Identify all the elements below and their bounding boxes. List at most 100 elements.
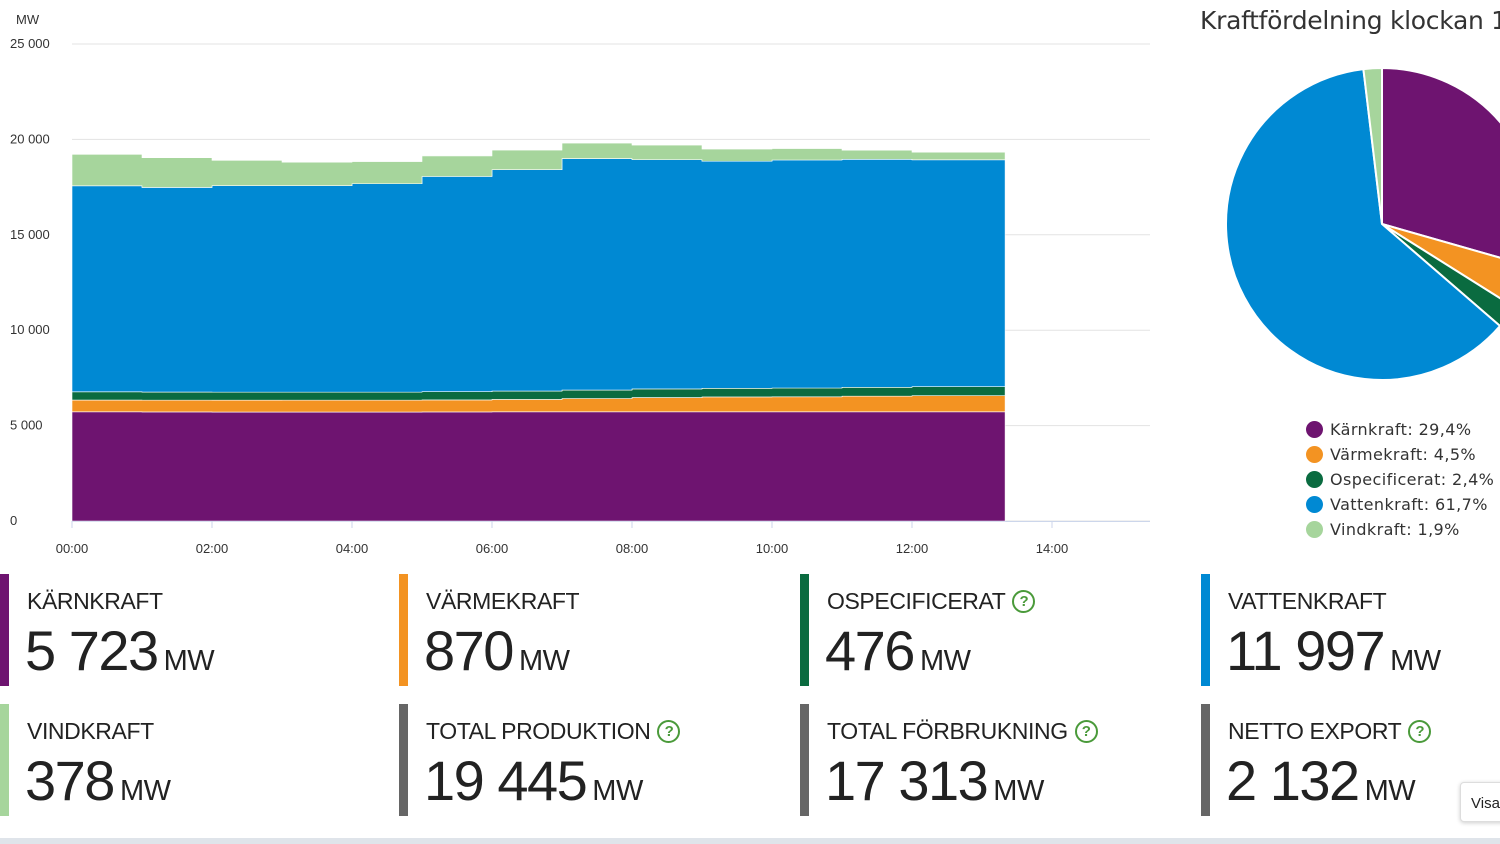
stat-tile-total-förbrukning: TOTAL FÖRBRUKNING? 17 313 MW	[800, 704, 1190, 816]
pie-slice-vattenkraft[interactable]	[1225, 67, 1500, 381]
stat-tile-vindkraft: VINDKRAFT 378 MW	[0, 704, 390, 816]
stat-value: 5 723 MW	[25, 618, 215, 683]
stat-label-text: OSPECIFICERAT	[827, 588, 1006, 614]
area-series-karnkraft[interactable]	[71, 411, 1006, 522]
x-tick-label: 12:00	[896, 541, 929, 556]
stat-label: NETTO EXPORT?	[1228, 718, 1432, 745]
area-series-vattenkraft[interactable]	[71, 157, 1006, 393]
x-tick-label: 06:00	[476, 541, 509, 556]
area-series-vindkraft[interactable]	[71, 142, 1006, 188]
stat-tile-netto-export: NETTO EXPORT? 2 132 MW	[1201, 704, 1500, 816]
stat-label: TOTAL FÖRBRUKNING?	[827, 718, 1098, 745]
legend-item-ospecificerat[interactable]: Ospecificerat: 2,4%	[1306, 467, 1494, 492]
legend-dot-icon	[1306, 471, 1323, 488]
stat-number: 870	[424, 619, 514, 682]
stat-color-bar	[1201, 704, 1210, 816]
legend-item-vattenkraft[interactable]: Vattenkraft: 61,7%	[1306, 492, 1494, 517]
stat-value: 19 445 MW	[424, 748, 643, 813]
help-icon[interactable]: ?	[1074, 720, 1098, 743]
legend-dot-icon	[1306, 521, 1323, 538]
stat-color-bar	[399, 704, 408, 816]
stat-value: 2 132 MW	[1226, 748, 1416, 813]
pie-legend: Kärnkraft: 29,4% Värmekraft: 4,5% Ospecifi…	[1306, 417, 1494, 542]
stat-color-bar	[800, 704, 809, 816]
legend-item-karnkraft[interactable]: Kärnkraft: 29,4%	[1306, 417, 1494, 442]
stat-color-bar	[399, 574, 408, 686]
legend-dot-icon	[1306, 446, 1323, 463]
bottom-divider	[0, 838, 1500, 844]
x-tick-label: 00:00	[56, 541, 89, 556]
y-tick-label: 0	[10, 513, 17, 528]
pie-chart	[1225, 66, 1500, 381]
y-tick-label: 20 000	[10, 131, 50, 146]
legend-label: Värmekraft: 4,5%	[1330, 445, 1477, 464]
y-tick-label: 15 000	[10, 227, 50, 242]
stat-label: TOTAL PRODUKTION?	[426, 718, 681, 745]
stat-unit: MW	[993, 775, 1044, 807]
stat-unit: MW	[592, 775, 643, 807]
stat-value: 17 313 MW	[825, 748, 1044, 813]
help-icon[interactable]: ?	[657, 720, 681, 743]
stacked-area-chart: MW 25 000 20 000 15 000 10 000 5 000 0 00:00 0…	[10, 12, 1150, 556]
stat-color-bar	[1201, 574, 1210, 686]
pie-slice-vindkraft[interactable]	[1362, 66, 1383, 225]
stat-tile-ospecificerat: OSPECIFICERAT? 476 MW	[800, 574, 1190, 686]
pie-chart-title: Kraftfördelning klockan 13	[1200, 6, 1500, 35]
x-tick-label: 04:00	[336, 541, 369, 556]
stat-unit: MW	[1364, 775, 1416, 807]
help-icon[interactable]: ?	[1012, 590, 1036, 613]
legend-dot-icon	[1306, 496, 1323, 513]
stat-unit: MW	[163, 645, 215, 677]
stat-label-text: VINDKRAFT	[27, 718, 154, 744]
legend-label: Vattenkraft: 61,7%	[1330, 495, 1488, 514]
stat-unit: MW	[919, 645, 971, 677]
y-axis-unit-label: MW	[16, 12, 40, 27]
legend-label: Vindkraft: 1,9%	[1330, 520, 1460, 539]
x-tick-label: 14:00	[1036, 541, 1069, 556]
stat-value: 378 MW	[25, 748, 171, 813]
stat-label: VATTENKRAFT	[1228, 588, 1387, 615]
stat-label-text: TOTAL PRODUKTION	[426, 718, 651, 744]
stat-label-text: NETTO EXPORT	[1228, 718, 1402, 744]
stat-label: OSPECIFICERAT?	[827, 588, 1036, 615]
stat-value: 11 997 MW	[1226, 618, 1441, 683]
stat-unit: MW	[119, 775, 171, 807]
help-icon[interactable]: ?	[1408, 720, 1432, 743]
stat-number: 19 445	[424, 749, 588, 812]
legend-item-vindkraft[interactable]: Vindkraft: 1,9%	[1306, 517, 1494, 542]
stat-number: 378	[25, 749, 115, 812]
legend-dot-icon	[1306, 421, 1323, 438]
stat-tile-total-produktion: TOTAL PRODUKTION? 19 445 MW	[399, 704, 789, 816]
y-tick-label: 10 000	[10, 322, 50, 337]
stat-label-text: VATTENKRAFT	[1228, 588, 1387, 614]
x-tick-label: 10:00	[756, 541, 789, 556]
legend-item-varmekraft[interactable]: Värmekraft: 4,5%	[1306, 442, 1494, 467]
stat-number: 11 997	[1226, 619, 1386, 682]
legend-label: Ospecificerat: 2,4%	[1330, 470, 1495, 489]
x-tick-label: 08:00	[616, 541, 649, 556]
x-tick-label: 02:00	[196, 541, 229, 556]
stat-color-bar	[800, 574, 809, 686]
pie-slice-varmekraft[interactable]	[1381, 223, 1500, 307]
pie-slice-karnkraft[interactable]	[1381, 66, 1500, 267]
stat-color-bar	[0, 574, 9, 686]
y-tick-label: 5 000	[10, 418, 43, 433]
stat-label: VÄRMEKRAFT	[426, 588, 580, 615]
stat-number: 5 723	[25, 619, 159, 682]
stat-unit: MW	[1390, 645, 1441, 677]
stat-number: 476	[825, 619, 915, 682]
y-tick-label: 25 000	[10, 36, 50, 51]
stat-label-text: VÄRMEKRAFT	[426, 588, 580, 614]
legend-label: Kärnkraft: 29,4%	[1330, 420, 1472, 439]
stat-number: 17 313	[825, 749, 989, 812]
stat-value: 476 MW	[825, 618, 971, 683]
stat-label: VINDKRAFT	[27, 718, 154, 745]
stat-unit: MW	[518, 645, 570, 677]
stat-number: 2 132	[1226, 749, 1360, 812]
stat-color-bar	[0, 704, 9, 816]
stat-label: KÄRNKRAFT	[27, 588, 163, 615]
stat-tile-kärnkraft: KÄRNKRAFT 5 723 MW	[0, 574, 390, 686]
visa-button[interactable]: Visa	[1460, 782, 1500, 822]
stat-tile-värmekraft: VÄRMEKRAFT 870 MW	[399, 574, 789, 686]
stat-label-text: TOTAL FÖRBRUKNING	[827, 718, 1068, 744]
